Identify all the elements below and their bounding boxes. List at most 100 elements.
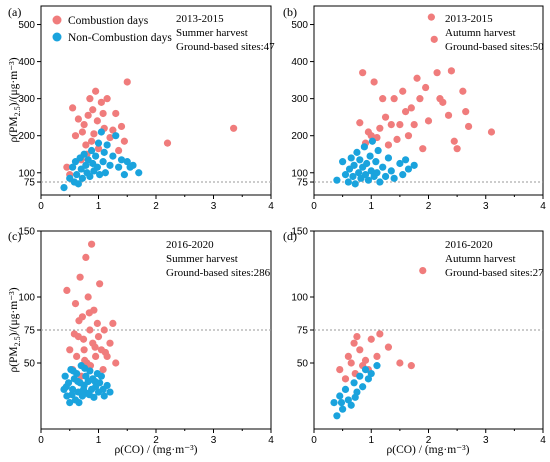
panel-a-point-non-combustion: [60, 183, 68, 192]
panel-a-y-tick-label: 300: [18, 94, 35, 105]
panel-a-x-tick-label: 4: [268, 201, 274, 212]
panel-a-point-non-combustion: [129, 161, 137, 169]
panel-b-point-non-combustion: [361, 171, 370, 179]
panel-b-point-combustion: [384, 141, 393, 149]
panel-d-x-tick-label: 4: [540, 435, 546, 446]
panel-a-point-non-combustion: [78, 174, 86, 182]
panel-d-period: 2016-2020: [445, 239, 493, 251]
panel-a-point-non-combustion: [106, 161, 114, 169]
legend-marker-combustion: [52, 15, 62, 25]
panel-d-point-combustion: [356, 346, 364, 354]
panel-c-y-tick-label: 75: [24, 326, 36, 337]
panel-d-point-combustion: [344, 352, 352, 360]
legend: Combustion days Non-Combustion days: [52, 15, 172, 44]
panel-a-point-combustion: [82, 141, 90, 149]
panel-c-point-combustion: [85, 309, 93, 317]
panel-d-point-combustion: [347, 359, 355, 367]
panel-d-x-tick-label: 0: [311, 435, 317, 446]
panel-b-point-combustion: [444, 111, 453, 119]
panel-c-point-non-combustion: [97, 372, 105, 380]
panel-b-point-non-combustion: [410, 161, 418, 169]
panel-b-point-non-combustion: [399, 171, 407, 179]
panel-a-y-tick-label: 100: [18, 168, 35, 179]
panel-b-x-tick-label: 4: [540, 201, 546, 212]
panel-b-point-non-combustion: [363, 159, 371, 168]
panel-a-x-tick-label: 1: [96, 201, 102, 212]
panel-d-point-non-combustion: [339, 405, 347, 413]
panel-d-plot: 0 1 2 3 4 50 75 100 150: [291, 227, 546, 447]
panel-d-point-non-combustion: [367, 369, 375, 378]
panel-c-point-combustion: [84, 293, 92, 301]
panel-b-point-non-combustion: [344, 178, 352, 186]
panel-a-point-non-combustion: [80, 150, 88, 158]
panel-a-point-non-combustion: [120, 171, 128, 179]
panel-a-point-non-combustion: [117, 156, 126, 164]
panel-c-sites: Ground-based sites:286: [166, 267, 271, 279]
y-axis-label-top: ρ(PM2.5)/(μg·m⁻³): [8, 57, 22, 142]
panel-b-point-non-combustion: [356, 156, 364, 164]
panel-a-point-combustion: [69, 104, 77, 112]
panel-b-point-non-combustion: [374, 146, 382, 155]
panel-b-season: Autumn harvest: [445, 27, 516, 39]
panel-c-point-combustion: [88, 240, 96, 248]
panel-b-point-non-combustion: [364, 176, 372, 184]
panel-b-point-combustion: [410, 120, 418, 129]
panel-d-point-non-combustion: [330, 399, 338, 407]
panel-d-point-non-combustion: [351, 393, 359, 401]
panel-b-point-non-combustion: [376, 178, 384, 186]
panel-a-point-combustion: [80, 120, 88, 129]
panel-b-point-combustion: [427, 13, 435, 21]
panel-c-point-non-combustion: [106, 388, 114, 396]
panel-a-point-combustion: [163, 139, 172, 147]
panel-d-point-non-combustion: [347, 401, 355, 409]
panel-d-point-combustion: [361, 356, 370, 364]
panel-c-point-combustion: [93, 319, 101, 327]
panel-d-point-non-combustion: [350, 379, 358, 387]
panel-a-point-combustion: [112, 109, 120, 118]
panel-a-x-tick-label: 3: [211, 201, 217, 212]
panel-b-point-combustion: [399, 87, 407, 95]
panel-a-point-combustion: [88, 137, 96, 145]
panel-b-point-combustion: [381, 113, 390, 121]
panel-c-point-non-combustion: [75, 399, 83, 407]
panel-d-y-tick-label: 50: [297, 359, 309, 370]
panel-d-point-combustion: [419, 267, 427, 275]
y-axis-label-bottom: ρ(PM2.5)/(μg·m⁻³): [8, 287, 22, 372]
panel-a-point-non-combustion: [115, 163, 123, 171]
panel-b-point-combustion: [402, 108, 410, 116]
panel-b-point-non-combustion: [339, 158, 347, 166]
panel-d-point-non-combustion: [364, 375, 372, 383]
panel-b-point-combustion: [379, 95, 387, 103]
panel-a-point-non-combustion: [69, 163, 77, 171]
panel-b-y-tick-label: 300: [291, 94, 308, 105]
panel-b-x-tick-label: 3: [483, 201, 489, 212]
panel-b-point-non-combustion: [404, 165, 413, 173]
panel-b-point-non-combustion: [333, 176, 341, 184]
panel-a-period: 2013-2015: [176, 13, 224, 25]
panel-b-point-combustion: [430, 35, 438, 43]
panel-a-sites: Ground-based sites:47: [176, 41, 275, 53]
panel-b-point-combustion: [433, 69, 441, 77]
panel-a-point-combustion: [90, 130, 98, 138]
panel-b-point-combustion: [416, 95, 424, 103]
panel-a-point-combustion: [99, 109, 107, 118]
panel-b-point-non-combustion: [350, 161, 358, 169]
panel-a-point-combustion: [123, 78, 131, 86]
panel-c-x-tick-label: 0: [38, 435, 44, 446]
panel-b-point-combustion: [413, 74, 421, 82]
panel-c-y-tick-label: 50: [24, 359, 36, 370]
panel-c-point-combustion: [109, 319, 117, 327]
panel-c-point-combustion: [101, 348, 109, 357]
panel-b-point-combustion: [464, 122, 473, 131]
panel-c-point-combustion: [73, 352, 81, 360]
panel-a-point-combustion: [63, 163, 71, 171]
legend-label-combustion: Combustion days: [68, 15, 149, 27]
legend-label-non-combustion: Non-Combustion days: [68, 32, 172, 44]
panel-b-point-non-combustion: [384, 154, 393, 162]
panel-b-y-tick-label: 200: [291, 131, 308, 142]
panel-b-y-tick-label: 75: [297, 178, 309, 189]
panel-d-y-tick-label: 75: [297, 326, 309, 337]
panel-a-point-non-combustion: [86, 172, 94, 181]
